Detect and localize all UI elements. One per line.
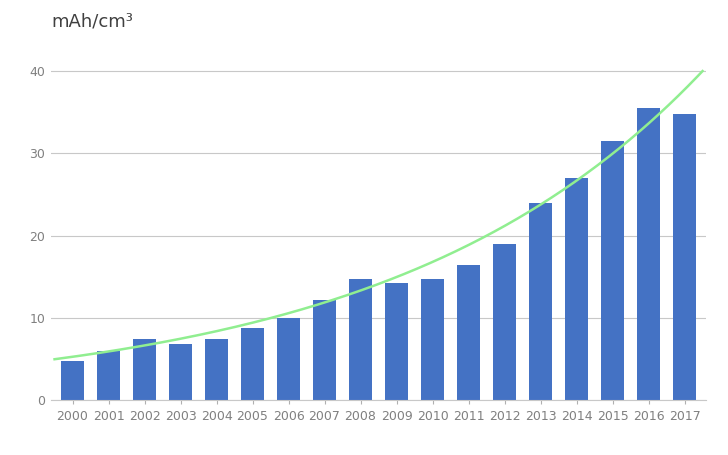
Bar xyxy=(349,278,372,400)
Bar xyxy=(457,264,480,400)
Bar xyxy=(565,178,588,400)
Bar xyxy=(277,318,300,400)
Text: mAh/cm³: mAh/cm³ xyxy=(51,12,132,30)
Bar xyxy=(601,141,624,400)
Bar xyxy=(421,278,444,400)
Bar xyxy=(673,114,696,400)
Bar xyxy=(637,108,660,400)
Bar xyxy=(385,283,408,400)
Bar xyxy=(493,244,516,400)
Bar xyxy=(241,328,264,400)
Bar xyxy=(205,339,229,400)
Bar xyxy=(169,344,192,400)
Bar xyxy=(529,203,553,400)
Bar xyxy=(313,300,336,400)
Bar xyxy=(61,361,84,400)
Bar xyxy=(97,351,120,400)
Bar xyxy=(132,339,157,400)
